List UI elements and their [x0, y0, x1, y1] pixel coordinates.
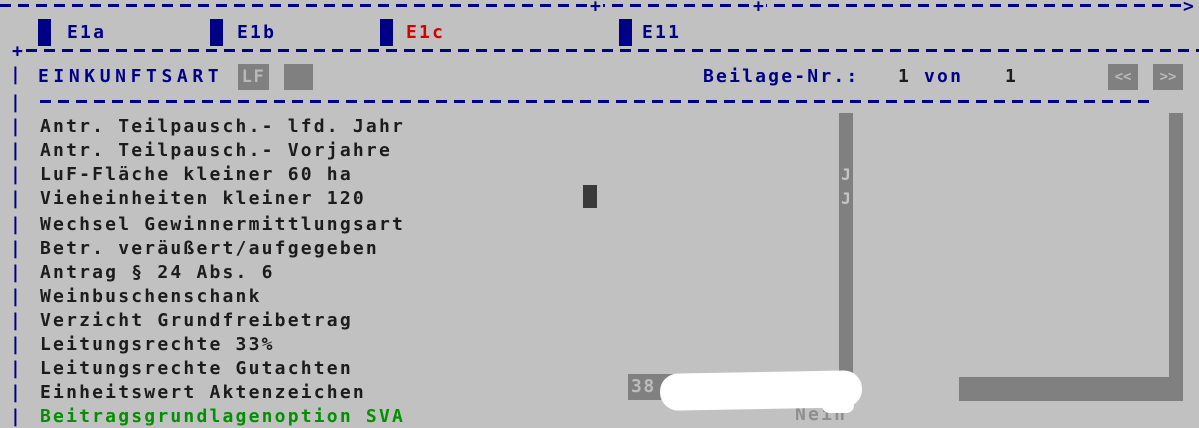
border-plus-junction: + [751, 0, 766, 17]
beilage-label: Beilage-Nr.: [703, 66, 860, 87]
row-label: Einheitswert Aktenzeichen [40, 382, 366, 403]
beilage-current-number: 1 [898, 66, 912, 87]
border-plus-junction: + [10, 41, 25, 62]
previous-attachment-button[interactable]: << [1108, 64, 1138, 90]
row-label: LuF-Fläche kleiner 60 ha [40, 164, 353, 185]
tab-e1a[interactable]: E1a [67, 22, 107, 43]
row-border-pipe: | [10, 262, 21, 283]
value-column-bar-right [1169, 113, 1183, 401]
row-border-pipe: | [10, 334, 21, 355]
beilage-von-label: von [924, 66, 964, 87]
redaction-blob [822, 398, 854, 413]
value-column-bar [839, 113, 853, 378]
row-label: Antr. Teilpausch.- Vorjahre [40, 140, 392, 161]
row-border-pipe: | [10, 310, 21, 331]
text-cursor-block[interactable] [583, 185, 597, 208]
header-separator-line [40, 100, 1154, 103]
tab-marker-e1b [210, 19, 223, 46]
page-title: EINKUNFTSART [38, 66, 224, 87]
row-border-pipe: | [10, 116, 21, 137]
border-arrow-right: > [1181, 0, 1196, 17]
left-border-pipe: | [10, 64, 21, 85]
tab-marker-e11 [619, 19, 632, 46]
row-border-pipe: | [10, 382, 21, 403]
row-label: Leitungsrechte 33% [40, 334, 275, 355]
row-border-pipe: | [10, 406, 21, 427]
row-label: Leitungsrechte Gutachten [40, 358, 353, 379]
row-border-pipe: | [10, 164, 21, 185]
tab-e11[interactable]: E11 [642, 22, 682, 43]
border-plus-junction: + [588, 0, 603, 17]
tab-marker-e1c [380, 19, 393, 46]
row-border-pipe: | [10, 188, 21, 209]
next-attachment-button[interactable]: >> [1153, 64, 1183, 90]
row-border-pipe: | [10, 214, 21, 235]
row-label: Vieheinheiten kleiner 120 [40, 188, 366, 209]
row-label: Beitragsgrundlagenoption SVA [40, 406, 406, 427]
left-border-pipe: | [10, 92, 21, 113]
luf-flaeche-flag-value[interactable]: J [841, 165, 851, 184]
row-label: Wechsel Gewinnermittlungsart [40, 214, 406, 235]
beilage-total-number: 1 [1005, 66, 1019, 87]
row-border-pipe: | [10, 140, 21, 161]
tab-e1b[interactable]: E1b [237, 22, 277, 43]
row-border-pipe: | [10, 358, 21, 379]
tab-marker-e1a [38, 19, 51, 46]
row-label: Verzicht Grundfreibetrag [40, 310, 353, 331]
value-column-bar-right-foot [959, 377, 1183, 401]
income-type-field-2[interactable] [284, 64, 313, 90]
tab-separator-line [26, 49, 1199, 52]
row-border-pipe: | [10, 238, 21, 259]
row-label: Antr. Teilpausch.- lfd. Jahr [40, 116, 406, 137]
income-type-field[interactable]: LF [238, 64, 269, 90]
vieheinheiten-flag-value[interactable]: J [841, 189, 851, 208]
tab-e1c-active[interactable]: E1c [406, 22, 446, 43]
row-label: Betr. veräußert/aufgegeben [40, 238, 379, 259]
row-border-pipe: | [10, 286, 21, 307]
row-label: Weinbuschenschank [40, 286, 262, 307]
row-label: Antrag § 24 Abs. 6 [40, 262, 275, 283]
